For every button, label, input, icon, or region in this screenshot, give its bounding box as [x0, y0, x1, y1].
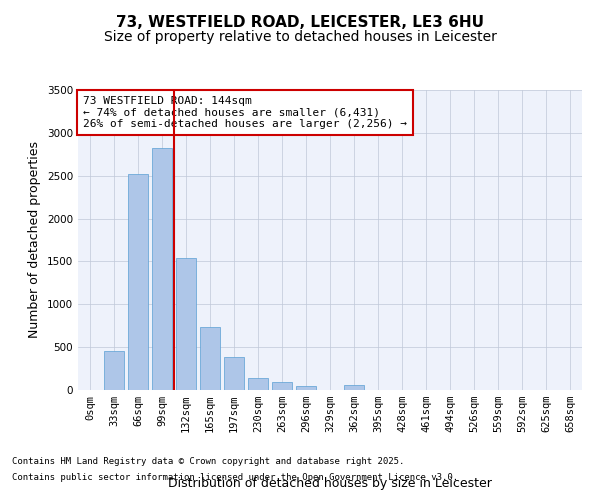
- Text: Size of property relative to detached houses in Leicester: Size of property relative to detached ho…: [104, 30, 496, 44]
- Text: 73, WESTFIELD ROAD, LEICESTER, LE3 6HU: 73, WESTFIELD ROAD, LEICESTER, LE3 6HU: [116, 15, 484, 30]
- Text: Distribution of detached houses by size in Leicester: Distribution of detached houses by size …: [168, 477, 492, 490]
- Bar: [128, 174, 148, 390]
- Bar: [248, 378, 268, 390]
- Bar: [152, 148, 172, 390]
- Text: Contains HM Land Registry data © Crown copyright and database right 2025.: Contains HM Land Registry data © Crown c…: [12, 458, 404, 466]
- Bar: [344, 386, 364, 390]
- Text: Contains public sector information licensed under the Open Government Licence v3: Contains public sector information licen…: [12, 472, 458, 482]
- Text: 73 WESTFIELD ROAD: 144sqm
← 74% of detached houses are smaller (6,431)
26% of se: 73 WESTFIELD ROAD: 144sqm ← 74% of detac…: [83, 96, 407, 129]
- Bar: [104, 350, 124, 390]
- Bar: [296, 386, 316, 390]
- Bar: [272, 382, 292, 390]
- Bar: [176, 258, 196, 390]
- Bar: [224, 356, 244, 390]
- Bar: [200, 328, 220, 390]
- Y-axis label: Number of detached properties: Number of detached properties: [28, 142, 41, 338]
